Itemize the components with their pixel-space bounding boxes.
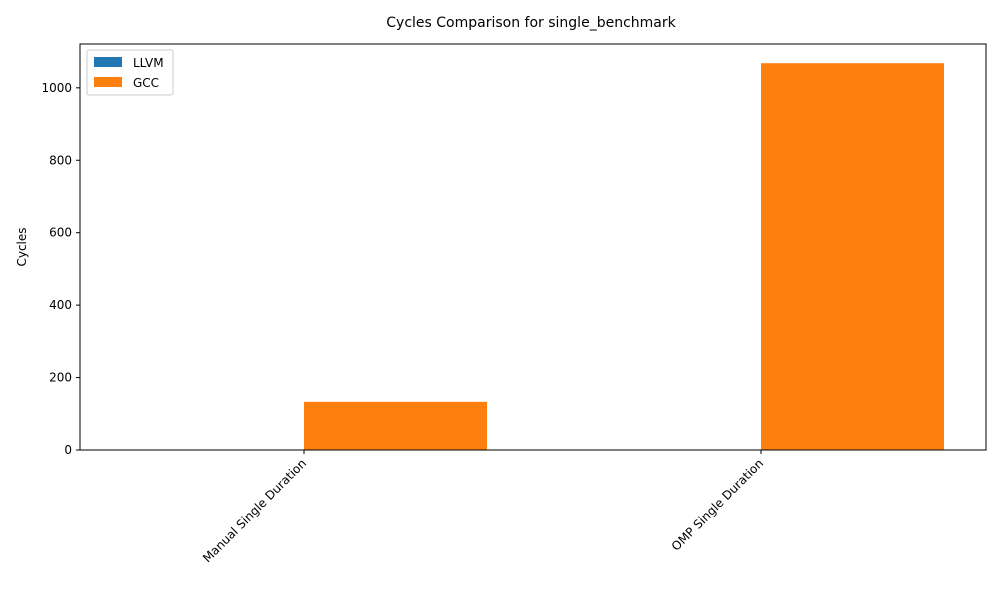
y-tick-label-2: 400: [49, 298, 72, 312]
y-tick-label-0: 0: [64, 443, 72, 457]
y-tick-label-1: 200: [49, 371, 72, 385]
y-tick-label-5: 1000: [41, 81, 72, 95]
y-axis-label: Cycles: [15, 227, 29, 266]
plot-area: [79, 43, 987, 451]
y-tick-label-3: 600: [49, 226, 72, 240]
legend: LLVM GCC: [86, 49, 174, 96]
legend-swatch-gcc: [94, 77, 122, 87]
legend-label-gcc: GCC: [133, 76, 159, 90]
y-axis-ticks: 0 200 400 600 800 1000: [41, 81, 80, 457]
x-tick-label-1: OMP Single Duration: [669, 456, 766, 553]
bar-gcc-0: [304, 401, 487, 450]
chart-title: Cycles Comparison for single_benchmark: [386, 15, 676, 31]
legend-label-llvm: LLVM: [133, 56, 164, 70]
x-tick-label-0: Manual Single Duration: [200, 456, 309, 565]
plot-frame: [79, 43, 987, 451]
bars-group: [304, 63, 944, 450]
x-axis-ticks: Manual Single Duration OMP Single Duratio…: [200, 450, 766, 565]
bar-gcc-1: [761, 63, 944, 450]
y-tick-label-4: 800: [49, 153, 72, 167]
legend-swatch-llvm: [94, 57, 122, 67]
